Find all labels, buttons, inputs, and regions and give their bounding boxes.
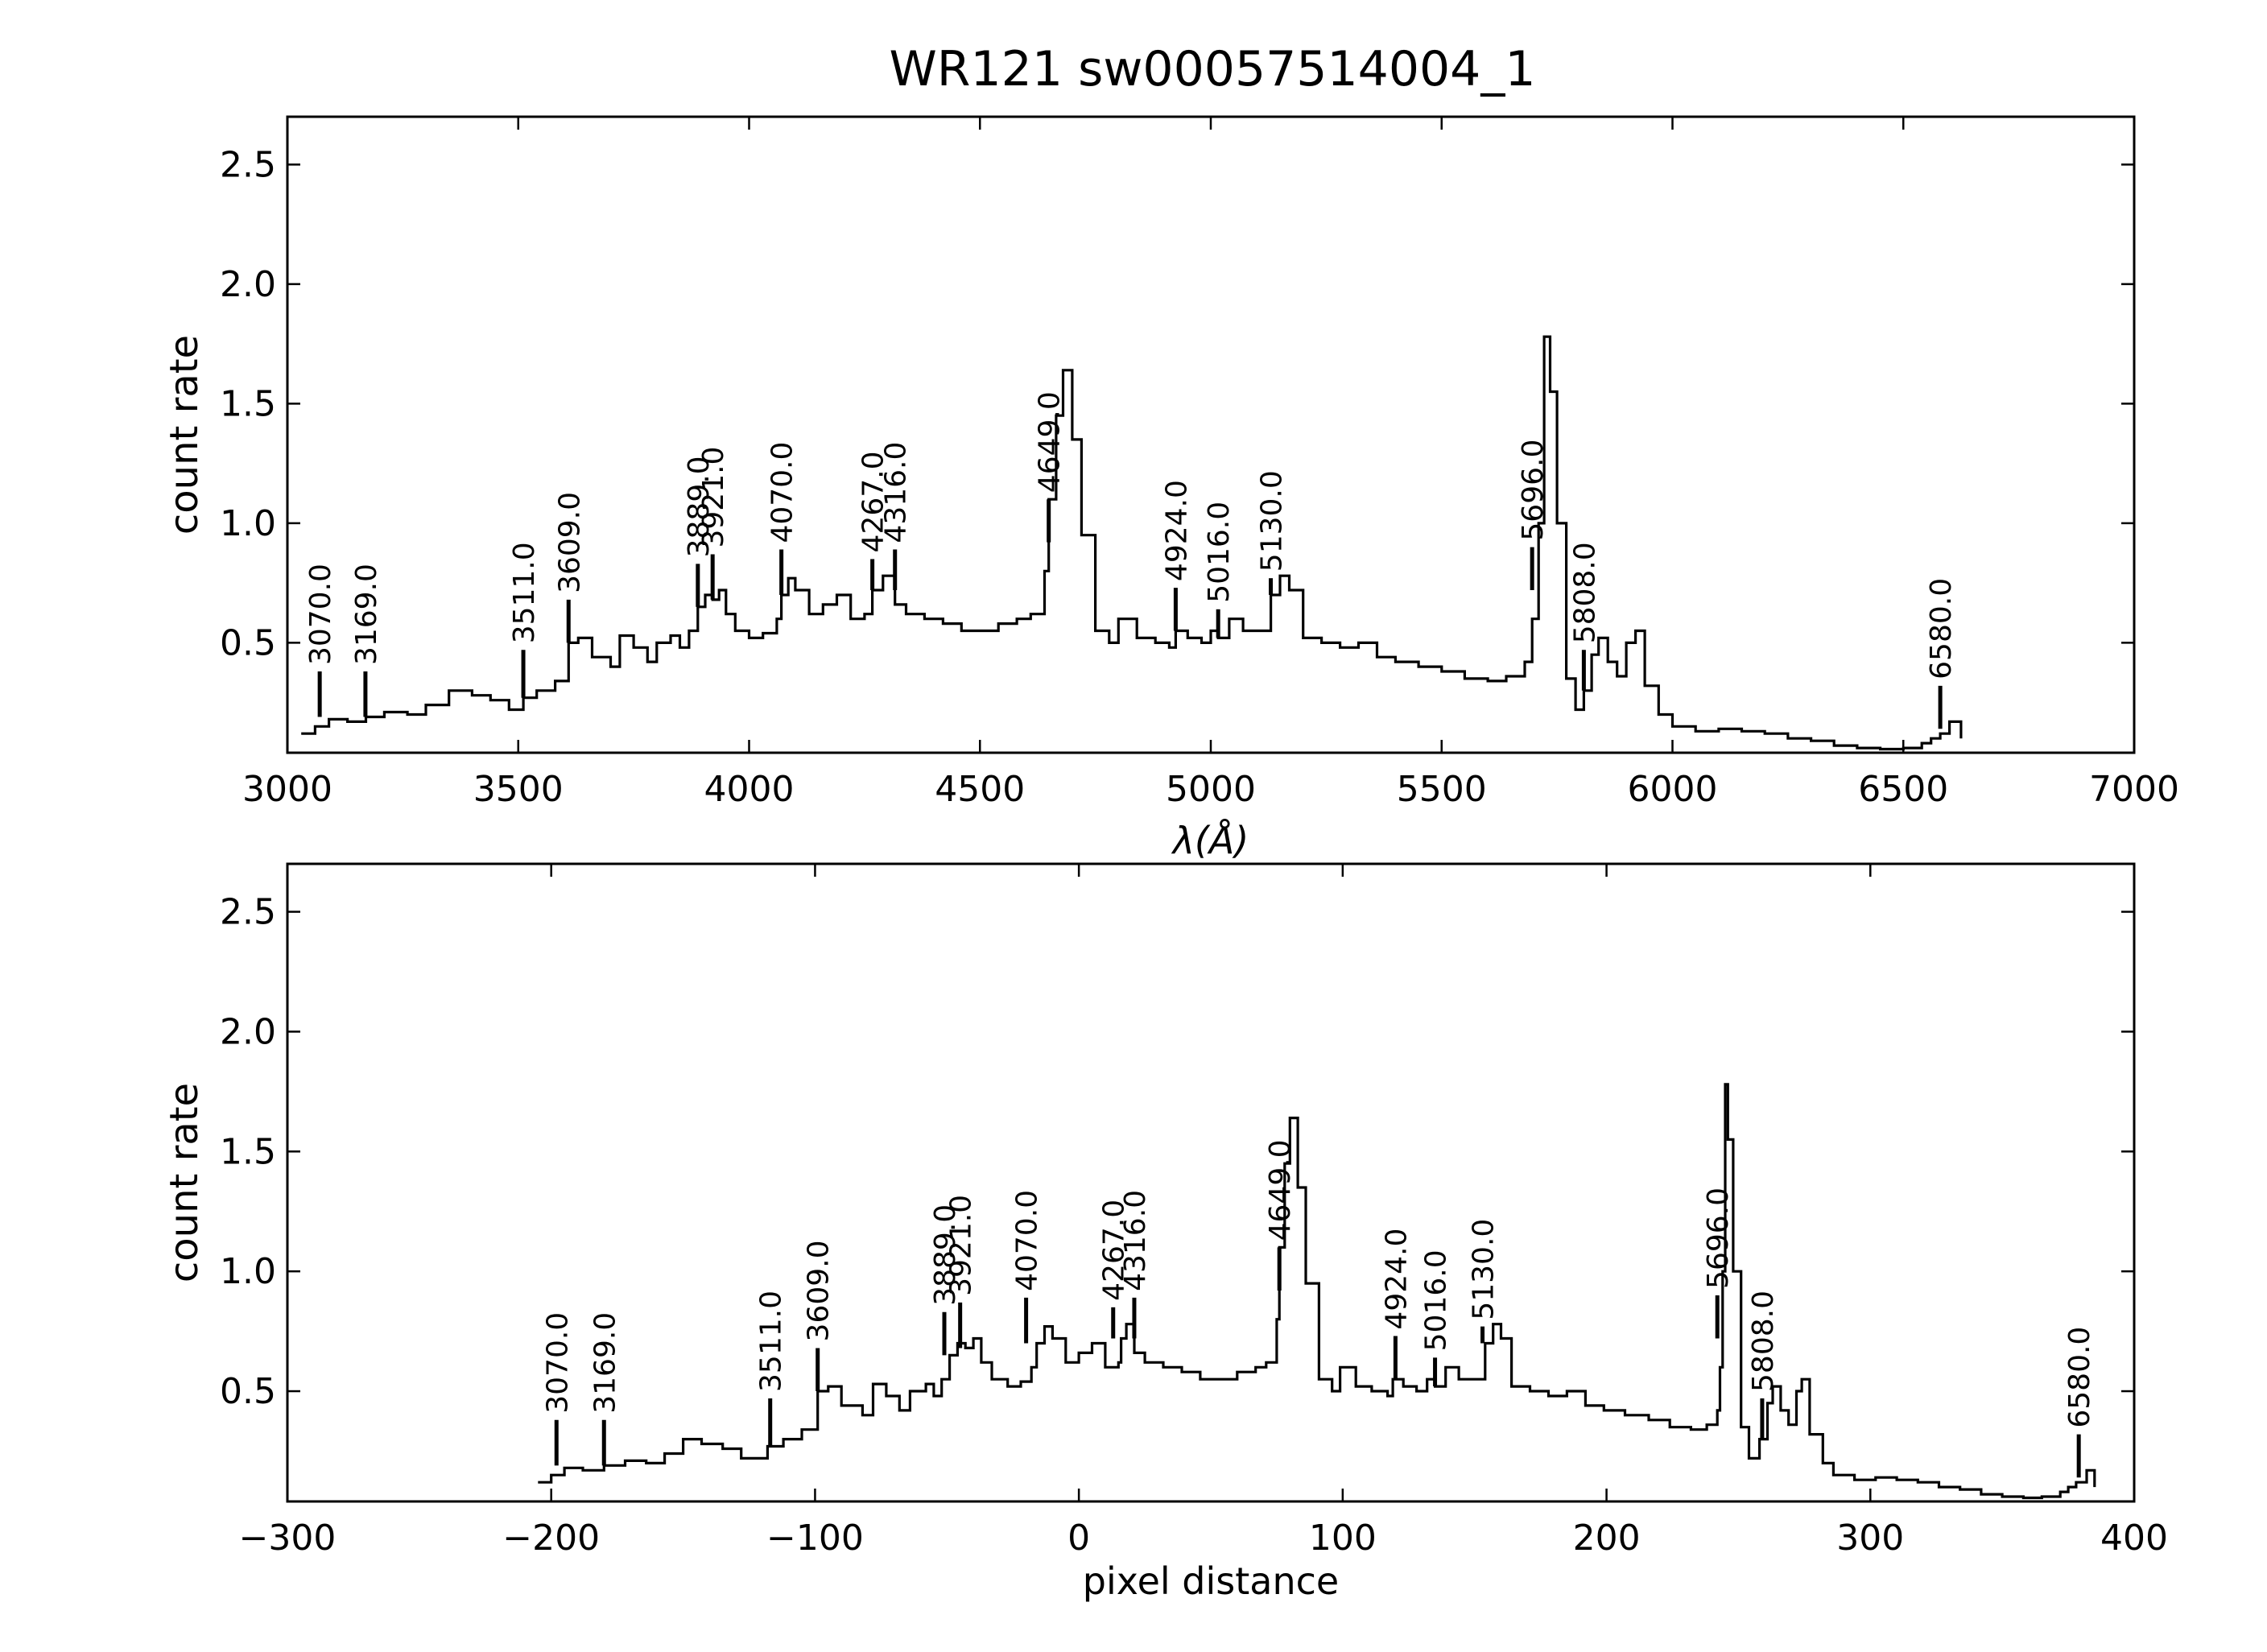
top-x-tick-label: 4000 xyxy=(704,769,795,810)
bottom-line-marker-label: 5016.0 xyxy=(1420,1249,1453,1351)
bottom-spectrum-line xyxy=(538,1083,2096,1500)
top-y-tick-label: 2.5 xyxy=(220,144,276,185)
bottom-plot-frame xyxy=(286,862,2136,1503)
bottom-line-marker-label: 3070.0 xyxy=(541,1312,574,1414)
top-line-marker-label: 4070.0 xyxy=(766,442,799,543)
top-line-marker-label: 4649.0 xyxy=(1034,391,1067,493)
top-x-axis-label: λ(Å) xyxy=(1171,819,1249,862)
top-y-axis-label: count rate xyxy=(162,335,207,535)
top-line-marker-label: 5016.0 xyxy=(1203,502,1236,603)
top-line-marker-label: 4924.0 xyxy=(1160,480,1193,581)
bottom-x-tick-label: 100 xyxy=(1309,1518,1377,1559)
top-y-tick-label: 0.5 xyxy=(220,622,276,663)
bottom-x-tick-label: 400 xyxy=(2100,1518,2168,1559)
top-line-marker-label: 3921.0 xyxy=(697,447,730,548)
top-x-tick-label: 3000 xyxy=(242,769,332,810)
bottom-line-marker-label: 4649.0 xyxy=(1264,1139,1297,1241)
bottom-line-marker-label: 4924.0 xyxy=(1380,1229,1413,1330)
top-x-tick-label: 3500 xyxy=(473,769,564,810)
bottom-line-marker-label: 3511.0 xyxy=(755,1291,788,1392)
top-x-tick-label: 5500 xyxy=(1397,769,1487,810)
bottom-line-marker-label: 5130.0 xyxy=(1468,1219,1501,1320)
top-line-marker-label: 3609.0 xyxy=(553,492,586,593)
top-line-marker-label: 4316.0 xyxy=(880,442,913,543)
bottom-x-tick-label: −300 xyxy=(239,1518,337,1559)
top-x-tick-label: 7000 xyxy=(2089,769,2179,810)
bottom-y-tick-label: 2.5 xyxy=(220,892,276,933)
top-line-marker-label: 5130.0 xyxy=(1256,470,1289,572)
bottom-x-axis-label: pixel distance xyxy=(1083,1559,1339,1603)
bottom-line-marker-label: 5696.0 xyxy=(1702,1187,1735,1289)
bottom-y-tick-label: 0.5 xyxy=(220,1371,276,1412)
bottom-y-tick-label: 1.0 xyxy=(220,1251,276,1292)
top-x-tick-label: 5000 xyxy=(1166,769,1256,810)
bottom-y-axis-label: count rate xyxy=(162,1083,207,1282)
top-line-marker-label: 3889.0 xyxy=(683,456,716,557)
top-y-tick-label: 2.0 xyxy=(220,264,276,305)
top-y-tick-label: 1.0 xyxy=(220,503,276,544)
top-line-marker-label: 3169.0 xyxy=(350,564,383,665)
bottom-line-marker-label: 3169.0 xyxy=(588,1312,621,1414)
top-spectrum-line xyxy=(301,335,1963,751)
top-line-marker-label: 3511.0 xyxy=(508,542,541,643)
bottom-x-tick-label: 300 xyxy=(1836,1518,1904,1559)
figure-title: WR121 sw00057514004_1 xyxy=(889,41,1535,97)
top-x-tick-label: 6500 xyxy=(1858,769,1948,810)
bottom-x-tick-label: −200 xyxy=(502,1518,600,1559)
bottom-y-tick-label: 2.0 xyxy=(220,1011,276,1052)
bottom-line-marker-label: 3921.0 xyxy=(945,1195,978,1296)
bottom-x-tick-label: −100 xyxy=(766,1518,864,1559)
top-panel-wavelength: 3000 3500 4000 4500 5000 5500 6000 6500 7000 0.5 1… xyxy=(162,115,2179,862)
bottom-line-marker-label: 3609.0 xyxy=(803,1240,836,1341)
bottom-panel-pixel-distance: −300 −200 −100 0 100 200 300 400 0.5 1.0 1.5 2.0 2.5… xyxy=(162,862,2168,1603)
top-y-tick-label: 1.5 xyxy=(220,383,276,424)
bottom-line-marker-label: 3889.0 xyxy=(929,1204,962,1306)
top-x-tick-label: 4500 xyxy=(935,769,1025,810)
bottom-y-tick-label: 1.5 xyxy=(220,1131,276,1172)
bottom-x-tick-label: 0 xyxy=(1067,1518,1090,1559)
top-line-marker-label: 6580.0 xyxy=(1925,578,1958,679)
bottom-line-marker-label: 6580.0 xyxy=(2063,1327,2096,1428)
top-line-marker-label: 5808.0 xyxy=(1568,542,1601,643)
top-x-tick-label: 6000 xyxy=(1628,769,1718,810)
top-line-marker-label: 5696.0 xyxy=(1517,440,1550,541)
bottom-line-marker-label: 4267.0 xyxy=(1098,1200,1131,1301)
top-line-marker-label: 4267.0 xyxy=(857,451,890,552)
top-plot-frame xyxy=(286,115,2136,754)
bottom-line-marker-label: 5808.0 xyxy=(1747,1291,1780,1392)
bottom-line-marker-label: 4070.0 xyxy=(1011,1190,1044,1291)
top-line-marker-label: 3070.0 xyxy=(304,564,337,665)
bottom-x-tick-label: 200 xyxy=(1573,1518,1641,1559)
bottom-line-marker-label: 4316.0 xyxy=(1119,1190,1152,1291)
